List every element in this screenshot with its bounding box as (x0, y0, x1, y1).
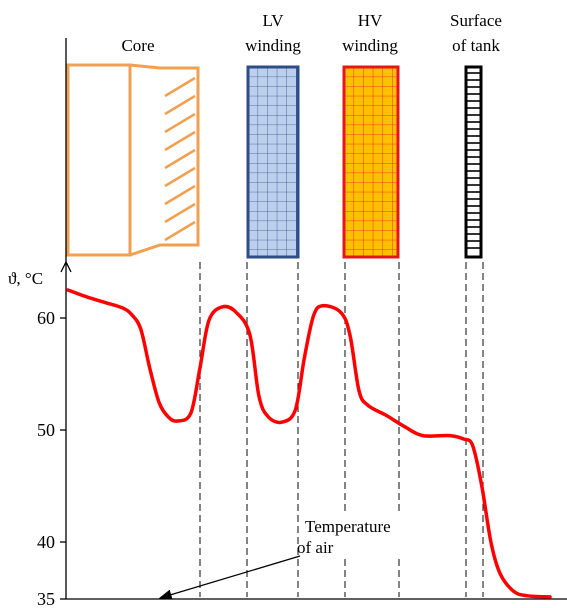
core-shape (66, 63, 200, 257)
hv-label-line1: HV (358, 11, 383, 30)
core-hatching (164, 76, 196, 242)
y-ticks: 35 40 50 60 (37, 308, 66, 608)
y-tick-label: 60 (37, 308, 55, 328)
air-label-line1: Temperature (305, 517, 391, 536)
y-tick-label: 50 (37, 420, 55, 440)
tank-label-line1: Surface (450, 11, 502, 30)
tank-surface-block (464, 65, 483, 259)
lv-label-line2: winding (245, 36, 301, 55)
core-label: Core (121, 36, 154, 55)
lv-label-line1: LV (262, 11, 284, 30)
temperature-curve (66, 288, 552, 599)
y-tick-label: 40 (37, 532, 55, 552)
y-axis-arrow-icon (60, 260, 72, 273)
lv-winding-block (246, 65, 300, 259)
air-label-line2: of air (297, 538, 334, 557)
air-arrow (158, 555, 301, 600)
hv-label-line2: winding (342, 36, 398, 55)
y-tick-label: 35 (37, 589, 55, 608)
hv-winding-block (342, 65, 400, 259)
y-axis-label: ϑ, °C (8, 269, 43, 288)
tank-label-line2: of tank (452, 36, 500, 55)
dashed-guides (199, 262, 484, 597)
